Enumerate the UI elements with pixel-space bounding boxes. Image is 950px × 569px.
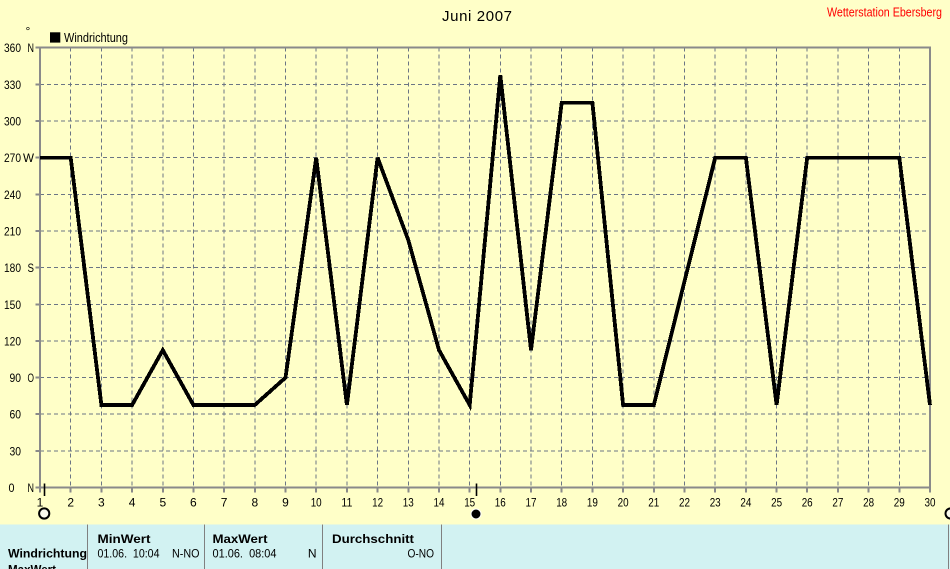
svg-text:N: N bbox=[28, 481, 35, 495]
svg-text:120: 120 bbox=[4, 334, 21, 348]
svg-text:10: 10 bbox=[311, 496, 322, 510]
svg-text:29: 29 bbox=[894, 496, 905, 510]
svg-text:19: 19 bbox=[587, 496, 598, 510]
svg-text:MaxWert: MaxWert bbox=[8, 562, 56, 569]
svg-text:150: 150 bbox=[4, 298, 21, 312]
svg-text:13: 13 bbox=[403, 496, 414, 510]
svg-text:01.06. 10:04: 01.06. 10:04 bbox=[98, 546, 160, 560]
svg-text:7: 7 bbox=[221, 496, 228, 510]
svg-text:16: 16 bbox=[495, 496, 506, 510]
svg-text:Windrichtung: Windrichtung bbox=[64, 30, 128, 45]
svg-text:20: 20 bbox=[618, 496, 629, 510]
svg-text:W: W bbox=[23, 151, 35, 165]
svg-text:N: N bbox=[28, 41, 35, 55]
svg-text:27: 27 bbox=[832, 496, 843, 510]
svg-text:60: 60 bbox=[10, 408, 22, 422]
svg-text:21: 21 bbox=[648, 496, 659, 510]
svg-text:MaxWert: MaxWert bbox=[213, 532, 268, 546]
svg-text:O: O bbox=[28, 371, 35, 385]
svg-text:12: 12 bbox=[372, 496, 383, 510]
svg-text:S: S bbox=[28, 261, 35, 275]
svg-text:26: 26 bbox=[802, 496, 813, 510]
svg-text:2: 2 bbox=[67, 496, 74, 510]
svg-text:240: 240 bbox=[4, 188, 21, 202]
svg-text:Juni 2007: Juni 2007 bbox=[442, 8, 512, 25]
svg-text:0: 0 bbox=[9, 481, 15, 495]
svg-text:300: 300 bbox=[4, 115, 21, 129]
svg-text:25: 25 bbox=[771, 496, 782, 510]
svg-text:01.06. 08:04: 01.06. 08:04 bbox=[213, 546, 277, 560]
svg-text:360: 360 bbox=[4, 41, 21, 55]
svg-text:11: 11 bbox=[341, 496, 352, 510]
svg-text:90: 90 bbox=[10, 371, 22, 385]
svg-text:30: 30 bbox=[925, 496, 936, 510]
svg-text:15: 15 bbox=[464, 496, 475, 510]
svg-text:3: 3 bbox=[98, 496, 105, 510]
svg-text:N: N bbox=[308, 546, 317, 560]
svg-text:30: 30 bbox=[10, 444, 22, 458]
svg-text:5: 5 bbox=[159, 496, 166, 510]
svg-text:°: ° bbox=[26, 24, 31, 38]
svg-text:1: 1 bbox=[37, 496, 44, 510]
svg-text:210: 210 bbox=[4, 225, 21, 239]
svg-text:9: 9 bbox=[282, 496, 289, 510]
svg-text:8: 8 bbox=[251, 496, 258, 510]
svg-text:6: 6 bbox=[190, 496, 197, 510]
svg-text:180: 180 bbox=[4, 261, 21, 275]
svg-text:14: 14 bbox=[434, 496, 445, 510]
svg-text:MinWert: MinWert bbox=[98, 532, 151, 546]
svg-text:270: 270 bbox=[4, 151, 21, 165]
svg-text:Windrichtung: Windrichtung bbox=[8, 546, 87, 560]
svg-text:23: 23 bbox=[710, 496, 721, 510]
svg-text:4: 4 bbox=[129, 496, 136, 510]
svg-text:22: 22 bbox=[679, 496, 690, 510]
svg-text:O-NO: O-NO bbox=[408, 546, 435, 560]
svg-text:24: 24 bbox=[740, 496, 751, 510]
svg-text:Durchschnitt: Durchschnitt bbox=[332, 532, 414, 546]
svg-text:17: 17 bbox=[526, 496, 537, 510]
svg-text:28: 28 bbox=[863, 496, 874, 510]
svg-text:330: 330 bbox=[4, 78, 21, 92]
svg-text:18: 18 bbox=[556, 496, 567, 510]
svg-text:N-NO: N-NO bbox=[172, 546, 200, 560]
svg-text:Wetterstation Ebersberg: Wetterstation Ebersberg bbox=[827, 6, 942, 20]
